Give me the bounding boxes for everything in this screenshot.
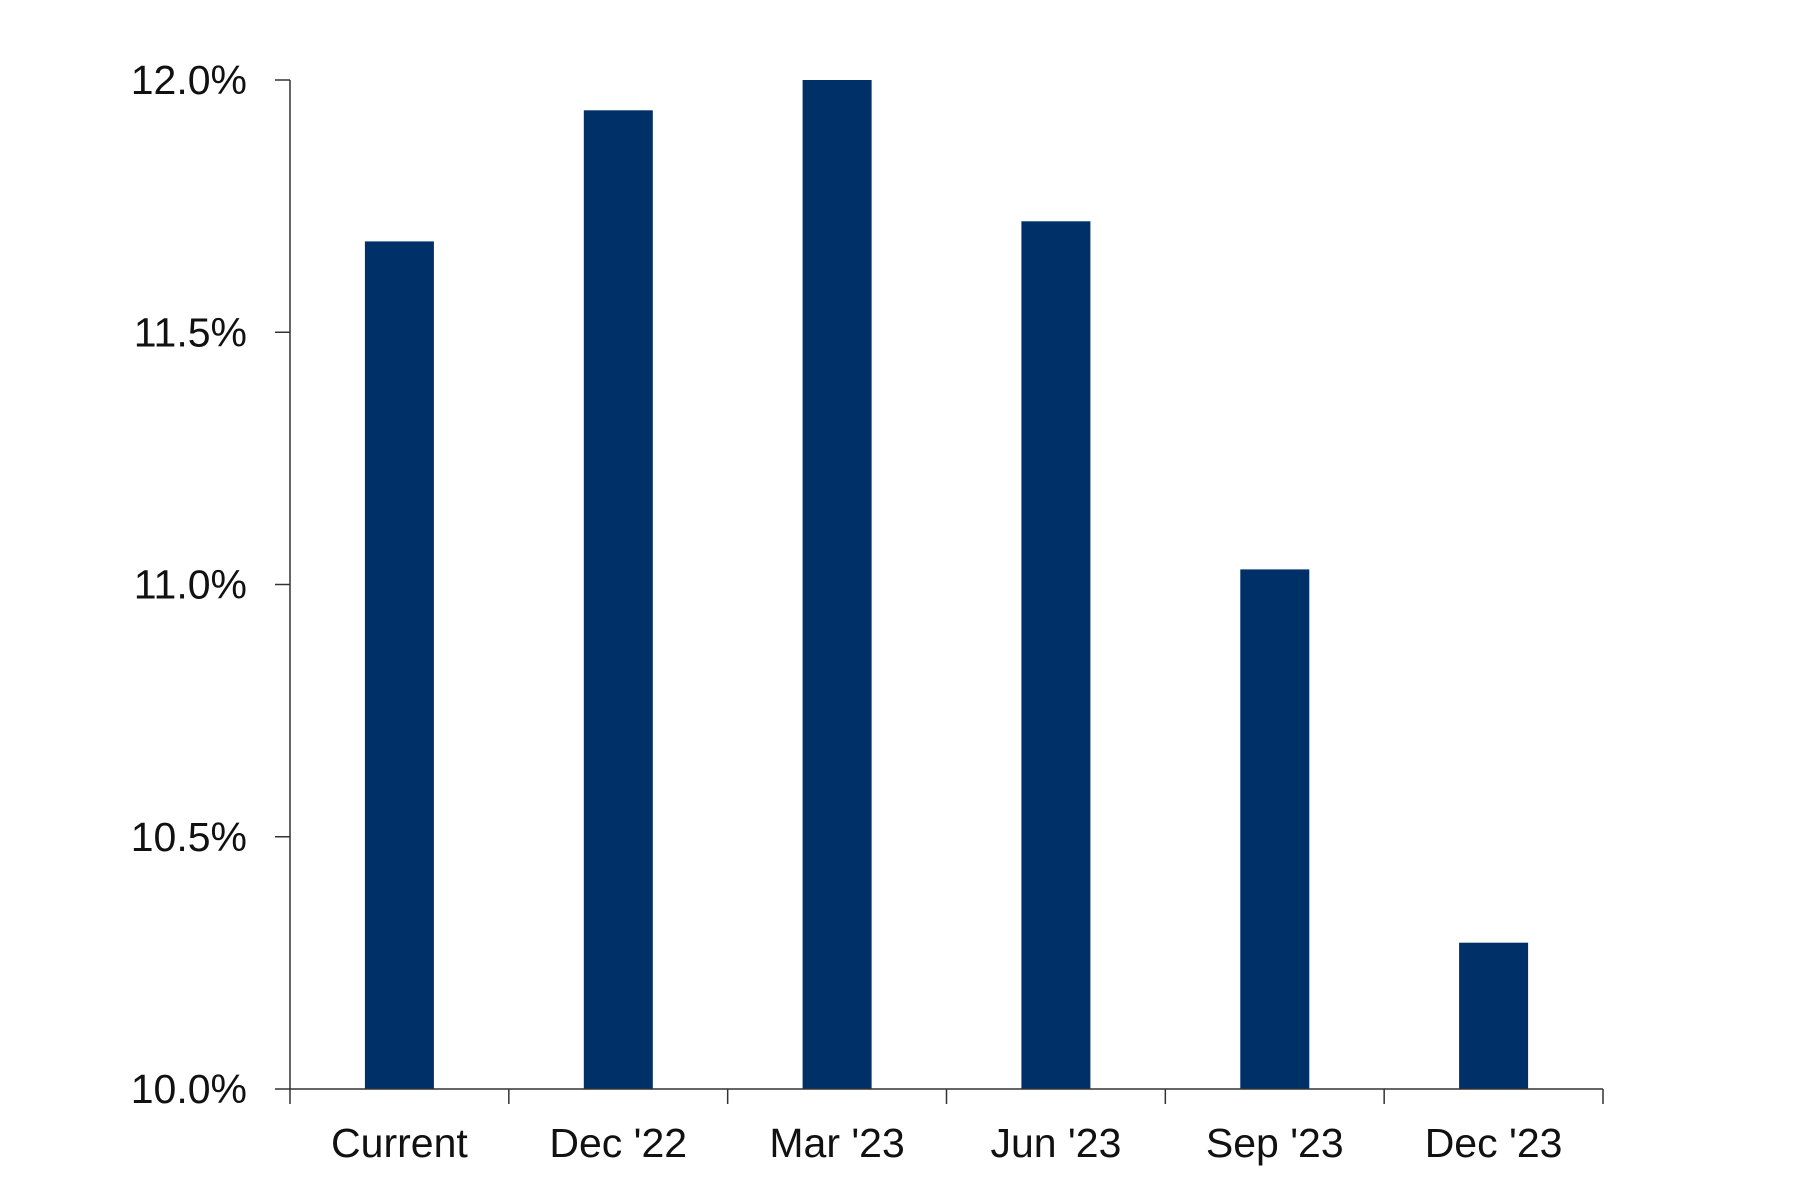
y-tick-label-3: 11.5% [134,309,247,355]
x-tick-label-5: Dec '23 [1425,1120,1563,1166]
y-tick-label-1: 10.5% [131,814,247,860]
bar-4 [1240,569,1310,1089]
bars-layer [364,80,1529,1090]
bar-0 [364,241,434,1089]
bar-2 [802,80,872,1089]
bar-5 [1459,942,1529,1089]
y-tick-label-0: 10.0% [131,1066,247,1112]
x-tick-label-1: Dec '22 [549,1120,687,1166]
axes-layer [275,79,1604,1104]
y-tick-label-4: 12.0% [131,57,247,103]
x-tick-label-3: Jun '23 [990,1120,1121,1166]
x-tick-label-0: Current [331,1120,468,1166]
labels-layer: 10.0% 10.5% 11.0% 11.5% 12.0% Current Dec '22 M… [131,57,1563,1166]
bar-1 [583,110,653,1090]
x-tick-label-4: Sep '23 [1206,1120,1344,1166]
bar-3 [1021,221,1091,1090]
x-tick-label-2: Mar '23 [769,1120,904,1166]
y-tick-label-2: 11.0% [134,562,247,608]
